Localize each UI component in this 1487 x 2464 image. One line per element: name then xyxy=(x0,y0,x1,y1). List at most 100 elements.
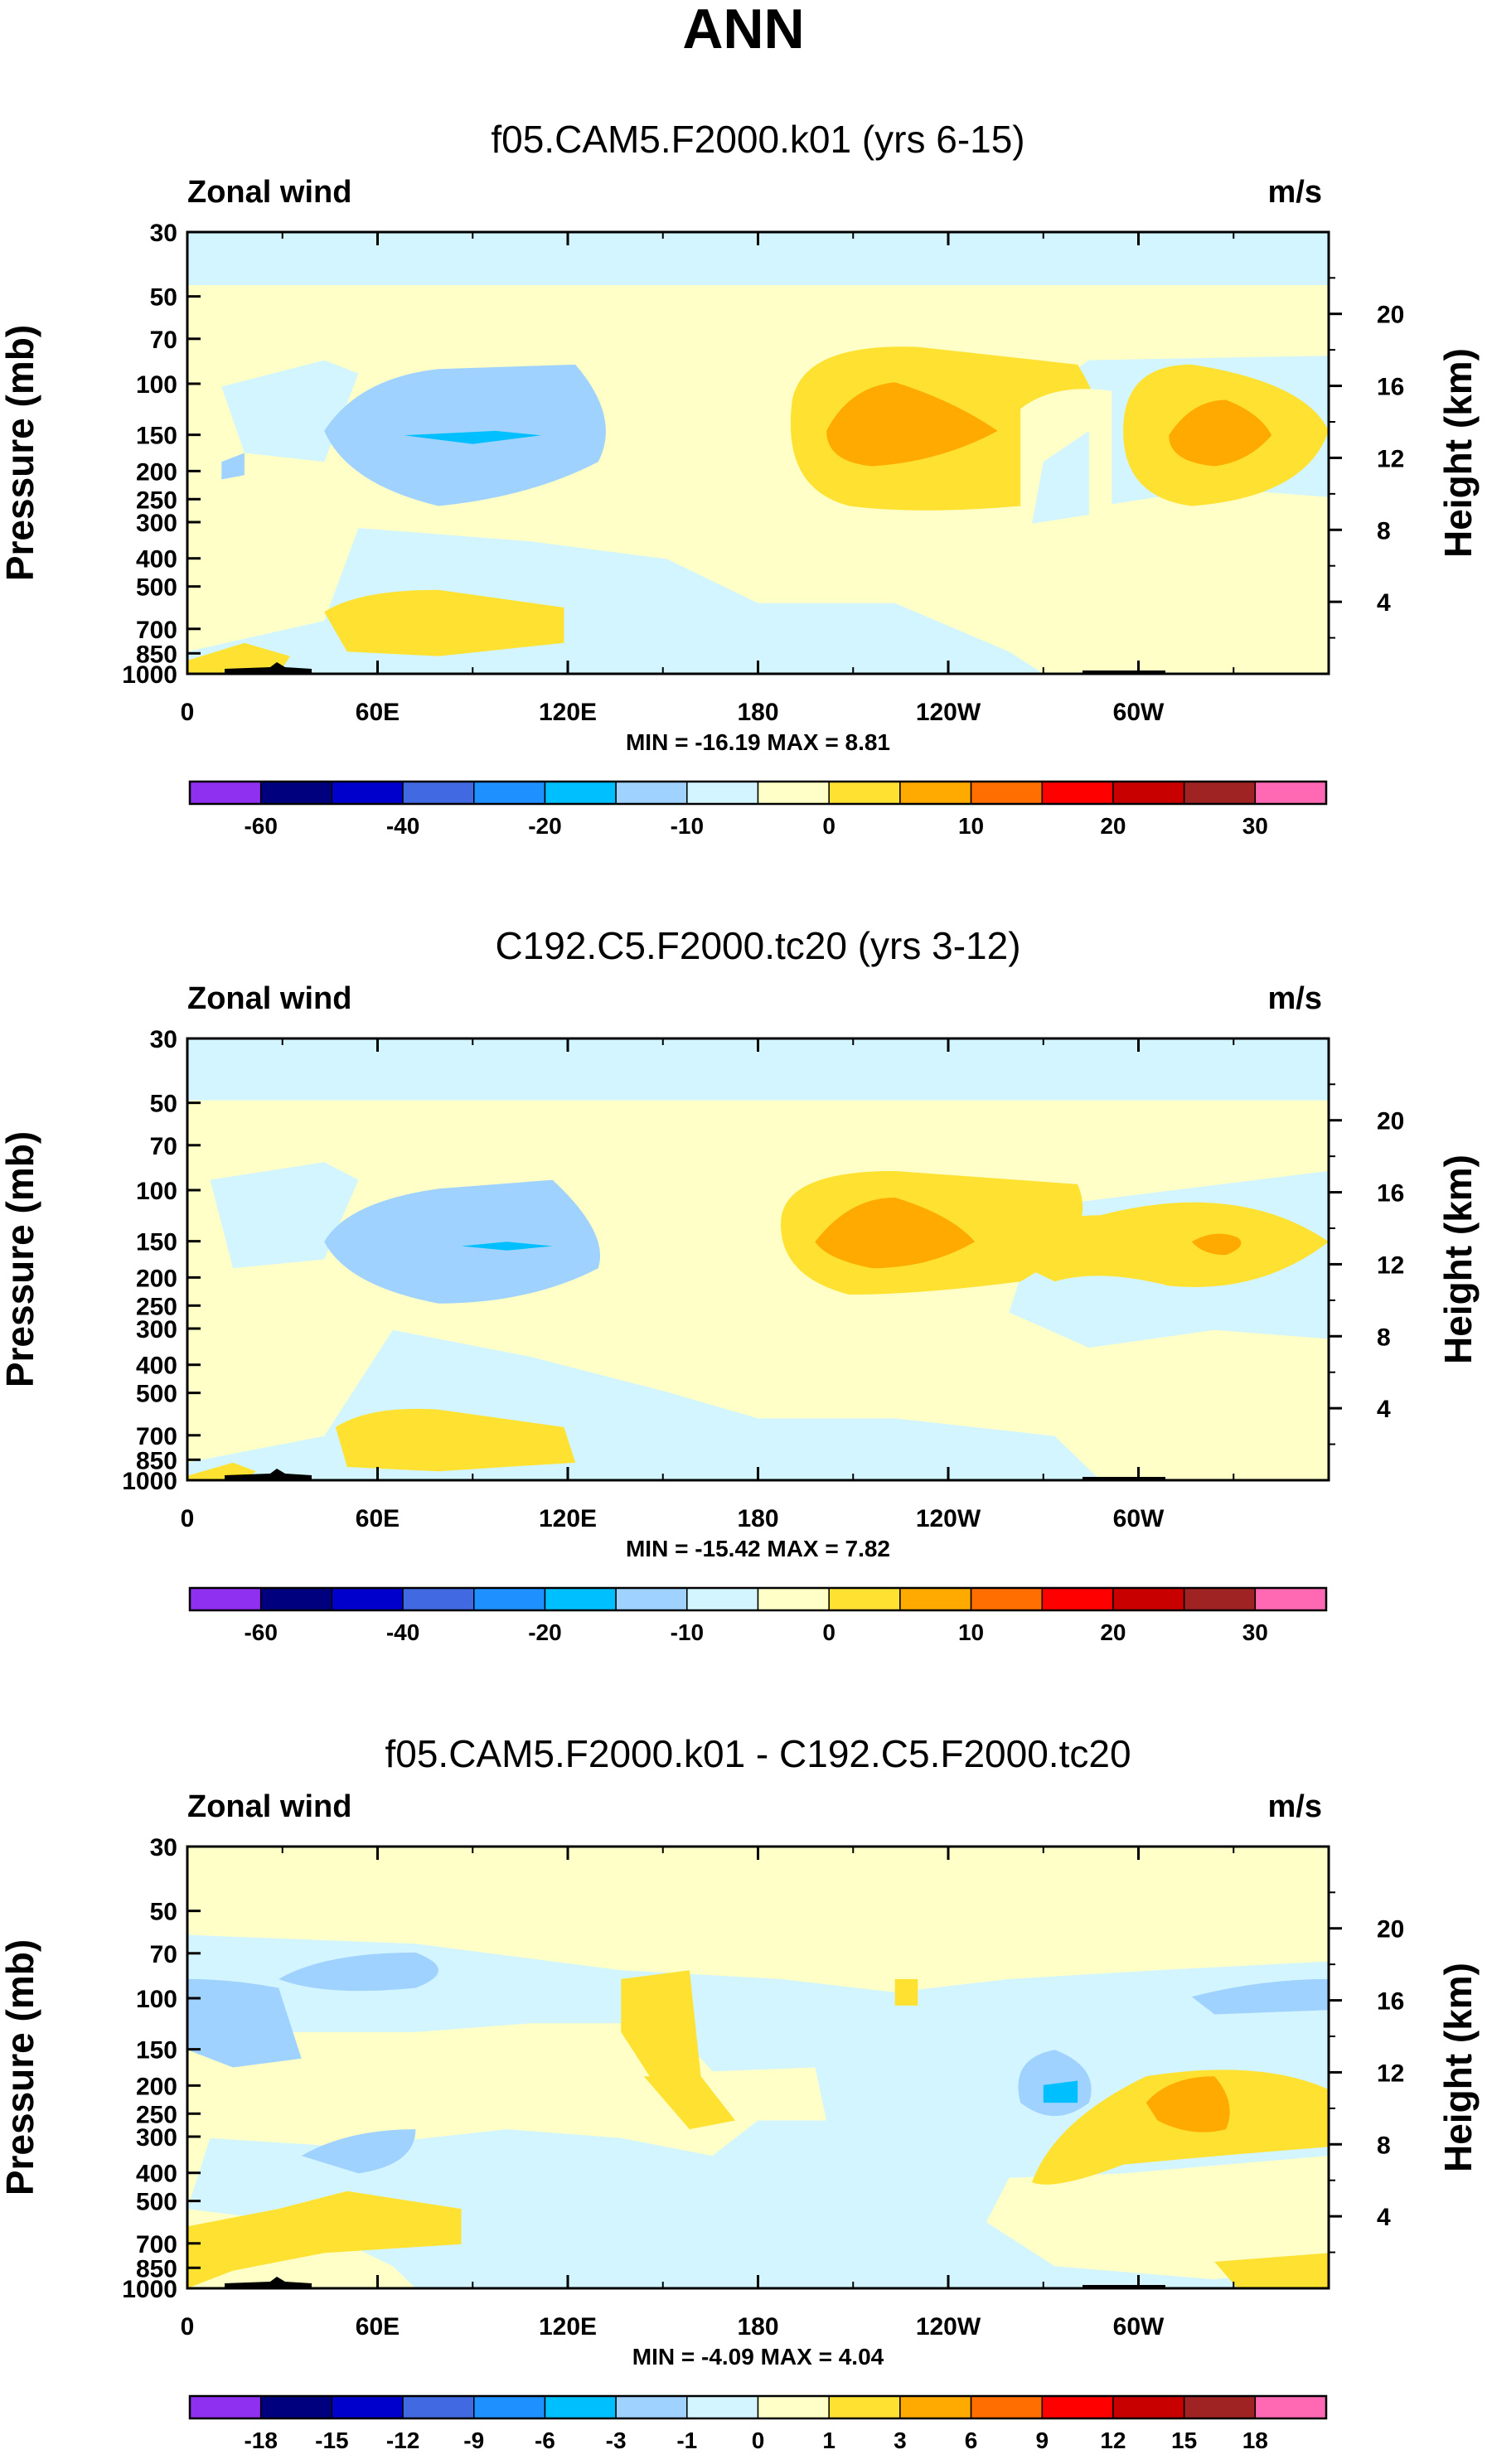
colorbar-label: 6 xyxy=(965,2428,978,2453)
y-tick-label: 50 xyxy=(150,284,177,312)
topography-east xyxy=(225,2277,312,2288)
colorbar-label: -40 xyxy=(386,1619,419,1645)
right-tick-label: 4 xyxy=(1377,2204,1391,2231)
colorbar-swatch xyxy=(473,781,546,805)
contour-fill xyxy=(187,1038,1329,1480)
colorbar-swatch xyxy=(1254,781,1327,805)
colorbar-label: 30 xyxy=(1242,1619,1268,1645)
colorbar-swatch xyxy=(331,2395,404,2419)
panel-title: f05.CAM5.F2000.k01 - C192.C5.F2000.tc20 xyxy=(385,1732,1131,1775)
y-axis-title: Pressure (mb) xyxy=(0,1131,41,1387)
y-tick-label: 50 xyxy=(150,1091,177,1118)
colorbar-swatch xyxy=(1041,781,1114,805)
y-tick-label: 1000 xyxy=(122,2276,177,2303)
contour-region-yl-blob-180 xyxy=(621,1970,701,2085)
colorbar-swatch xyxy=(686,2395,759,2419)
panel-1: f05.CAM5.F2000.k01 (yrs 6-15) Zonal wind m… xyxy=(0,118,1480,839)
contour-region-yl-blob-150w xyxy=(894,1978,918,2006)
colorbar-label: -60 xyxy=(244,813,277,839)
right-tick-label: 12 xyxy=(1377,2060,1404,2087)
x-tick-label: 180 xyxy=(737,699,778,726)
colorbar-label: -20 xyxy=(528,1619,561,1645)
right-axis-title: Height (km) xyxy=(1436,348,1480,558)
colorbar-swatch xyxy=(970,1587,1043,1611)
x-tick-label: 60W xyxy=(1113,699,1165,726)
colorbar-label: -10 xyxy=(671,1619,704,1645)
colorbar-swatch xyxy=(259,781,333,805)
units-label: m/s xyxy=(1268,175,1322,210)
y-tick-label: 30 xyxy=(150,220,177,247)
right-tick-label: 16 xyxy=(1377,1988,1404,2016)
topography-east xyxy=(225,662,312,674)
min-max-stats: MIN = -16.19 MAX = 8.81 xyxy=(626,729,890,755)
colorbar-swatch xyxy=(686,1587,759,1611)
colorbar-swatch xyxy=(828,2395,901,2419)
y-tick-label: 100 xyxy=(136,1986,177,2013)
x-tick-label: 60W xyxy=(1113,1505,1165,1532)
y-tick-label: 500 xyxy=(136,574,177,602)
colorbar-label: 10 xyxy=(958,1619,984,1645)
colorbar-label: -1 xyxy=(676,2428,697,2453)
units-label: m/s xyxy=(1268,981,1322,1016)
x-tick-label: 120E xyxy=(539,699,597,726)
y-tick-label: 250 xyxy=(136,2101,177,2128)
colorbar-label: 3 xyxy=(894,2428,907,2453)
y-tick-label: 700 xyxy=(136,1423,177,1450)
panel-2: C192.C5.F2000.tc20 (yrs 3-12) Zonal wind m… xyxy=(0,924,1480,1645)
x-tick-label: 120W xyxy=(916,2313,981,2341)
min-max-stats: MIN = -15.42 MAX = 7.82 xyxy=(626,1536,890,1561)
colorbar-swatch xyxy=(189,2395,262,2419)
contour-region-or-core-2 xyxy=(1191,1233,1242,1256)
colorbar-swatch xyxy=(615,2395,688,2419)
contour-region-mb-far-left xyxy=(187,1978,302,2068)
x-tick-label: 120E xyxy=(539,1505,597,1532)
y-tick-label: 70 xyxy=(150,1133,177,1160)
topography-east xyxy=(225,1469,312,1480)
colorbar-swatch xyxy=(1041,2395,1114,2419)
contour-region-lb-left xyxy=(210,1162,359,1269)
right-tick-label: 4 xyxy=(1377,589,1391,617)
colorbar-label: -18 xyxy=(244,2428,277,2453)
contour-region-mb-east-upper xyxy=(279,1952,438,1992)
colorbar-label: -9 xyxy=(463,2428,484,2453)
y-tick-label: 1000 xyxy=(122,1468,177,1495)
contour-region-lb-left xyxy=(221,360,359,462)
colorbar-swatch xyxy=(757,781,830,805)
y-tick-label: 150 xyxy=(136,1229,177,1256)
colorbar-swatch xyxy=(402,781,475,805)
colorbar-swatch xyxy=(1254,2395,1327,2419)
colorbar-swatch xyxy=(757,1587,830,1611)
right-tick-label: 12 xyxy=(1377,445,1404,472)
colorbar-label: -12 xyxy=(386,2428,419,2453)
colorbar-swatch xyxy=(899,2395,972,2419)
colorbar-swatch xyxy=(259,1587,333,1611)
y-tick-label: 50 xyxy=(150,1899,177,1926)
contour-region-mb-dot xyxy=(221,453,245,480)
y-tick-label: 700 xyxy=(136,2231,177,2258)
right-axis-title: Height (km) xyxy=(1436,1155,1480,1364)
y-tick-label: 30 xyxy=(150,1834,177,1861)
contour-region-yl-right-low xyxy=(1214,2253,1329,2288)
colorbar-label: -15 xyxy=(315,2428,348,2453)
colorbar-label: 10 xyxy=(958,813,984,839)
right-tick-label: 16 xyxy=(1377,374,1404,401)
right-tick-label: 8 xyxy=(1377,2132,1391,2159)
contour-fill xyxy=(187,232,1329,674)
right-tick-label: 20 xyxy=(1377,302,1404,329)
y-tick-label: 200 xyxy=(136,2073,177,2100)
contour-region-yl-surface xyxy=(187,642,290,674)
variable-label: Zonal wind xyxy=(187,981,351,1016)
colorbar-label: 30 xyxy=(1242,813,1268,839)
y-tick-label: 300 xyxy=(136,1316,177,1343)
colorbar-swatch xyxy=(189,1587,262,1611)
colorbar-swatch xyxy=(970,781,1043,805)
y-tick-label: 400 xyxy=(136,2161,177,2188)
x-tick-label: 60E xyxy=(356,699,400,726)
panels: f05.CAM5.F2000.k01 (yrs 6-15) Zonal wind m… xyxy=(0,118,1480,2453)
x-tick-label: 0 xyxy=(181,699,195,726)
x-tick-label: 180 xyxy=(737,2313,778,2341)
x-tick-label: 60E xyxy=(356,2313,400,2341)
x-tick-label: 60W xyxy=(1113,2313,1165,2341)
colorbar-swatch xyxy=(402,1587,475,1611)
